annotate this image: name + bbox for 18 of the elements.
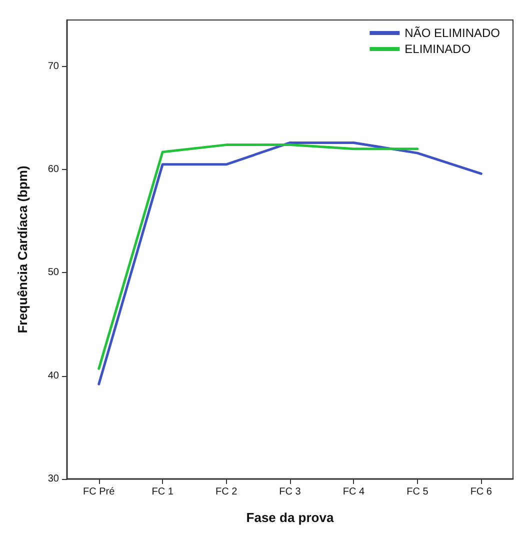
x-tick-label: FC Pré	[83, 486, 116, 498]
x-tick-label: FC 6	[470, 486, 492, 498]
y-tick-label: 30	[48, 474, 60, 484]
y-axis-title: Frequência Cardíaca (bpm)	[15, 166, 30, 334]
y-tick-label: 60	[48, 164, 60, 176]
x-tick-label: FC 5	[406, 486, 429, 498]
line-series	[98, 144, 419, 370]
y-tick-label: 40	[48, 370, 60, 382]
x-tick-label: FC 3	[279, 486, 302, 498]
x-tick-label: FC 2	[215, 486, 238, 498]
y-tick-label: 70	[48, 60, 60, 72]
x-axis-title: Fase da prova	[246, 510, 334, 525]
x-tick-label: FC 1	[152, 486, 174, 498]
legend-label: NÃO ELIMINADO	[404, 26, 500, 40]
y-tick-label: 50	[48, 267, 60, 278]
line-series	[98, 141, 482, 386]
x-tick-label: FC 4	[342, 486, 365, 498]
legend-label: ELIMINADO	[404, 42, 471, 56]
